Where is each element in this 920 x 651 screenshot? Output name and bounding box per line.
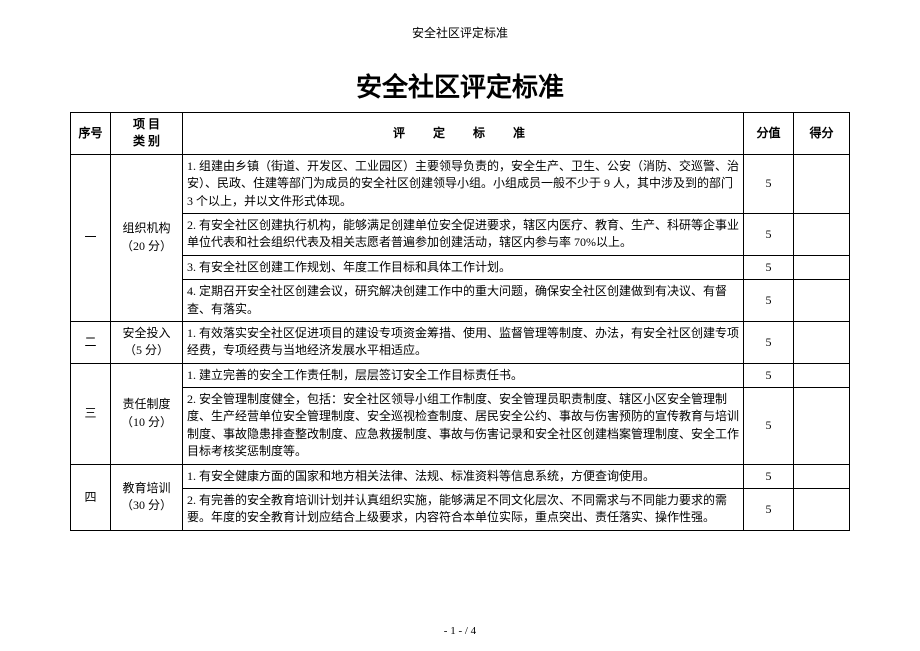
col-got-header: 得分 [794, 113, 850, 155]
evaluation-table: 序号 项 目 类 别 评 定 标 准 分值 得分 一组织机构（20 分）1. 组… [70, 112, 850, 531]
got-cell [794, 213, 850, 255]
score-cell: 5 [744, 363, 794, 387]
criteria-cell: 1. 建立完善的安全工作责任制，层层签订安全工作目标责任书。 [183, 363, 744, 387]
got-cell [794, 280, 850, 322]
criteria-cell: 1. 有效落实安全社区促进项目的建设专项资金筹措、使用、监督管理等制度、办法，有… [183, 321, 744, 363]
score-cell: 5 [744, 280, 794, 322]
score-cell: 5 [744, 213, 794, 255]
criteria-cell: 2. 安全管理制度健全，包括：安全社区领导小组工作制度、安全管理员职责制度、辖区… [183, 388, 744, 465]
table-row: 一组织机构（20 分）1. 组建由乡镇（街道、开发区、工业园区）主要领导负责的，… [71, 154, 850, 213]
score-cell: 5 [744, 321, 794, 363]
criteria-cell: 2. 有完善的安全教育培训计划并认真组织实施，能够满足不同文化层次、不同需求与不… [183, 489, 744, 531]
got-cell [794, 388, 850, 465]
table-row: 三责任制度（10 分）1. 建立完善的安全工作责任制，层层签订安全工作目标责任书… [71, 363, 850, 387]
seq-cell: 一 [71, 154, 111, 321]
score-cell: 5 [744, 464, 794, 488]
seq-cell: 四 [71, 464, 111, 530]
page-title: 安全社区评定标准 [70, 67, 850, 104]
seq-cell: 三 [71, 363, 111, 464]
table-row: 四教育培训（30 分）1. 有安全健康方面的国家和地方相关法律、法规、标准资料等… [71, 464, 850, 488]
got-cell [794, 255, 850, 279]
col-score-header: 分值 [744, 113, 794, 155]
criteria-cell: 2. 有安全社区创建执行机构，能够满足创建单位安全促进要求，辖区内医疗、教育、生… [183, 213, 744, 255]
score-cell: 5 [744, 489, 794, 531]
page-small-header: 安全社区评定标准 [70, 24, 850, 41]
score-cell: 5 [744, 154, 794, 213]
score-cell: 5 [744, 255, 794, 279]
table-row: 2. 有安全社区创建执行机构，能够满足创建单位安全促进要求，辖区内医疗、教育、生… [71, 213, 850, 255]
table-row: 2. 安全管理制度健全，包括：安全社区领导小组工作制度、安全管理员职责制度、辖区… [71, 388, 850, 465]
got-cell [794, 363, 850, 387]
col-seq-header: 序号 [71, 113, 111, 155]
table-row: 二安全投入（5 分）1. 有效落实安全社区促进项目的建设专项资金筹措、使用、监督… [71, 321, 850, 363]
table-row: 4. 定期召开安全社区创建会议，研究解决创建工作中的重大问题，确保安全社区创建做… [71, 280, 850, 322]
category-cell: 教育培训（30 分） [111, 464, 183, 530]
criteria-cell: 3. 有安全社区创建工作规划、年度工作目标和具体工作计划。 [183, 255, 744, 279]
seq-cell: 二 [71, 321, 111, 363]
page-footer: - 1 - / 4 [0, 625, 920, 637]
table-row: 2. 有完善的安全教育培训计划并认真组织实施，能够满足不同文化层次、不同需求与不… [71, 489, 850, 531]
criteria-cell: 4. 定期召开安全社区创建会议，研究解决创建工作中的重大问题，确保安全社区创建做… [183, 280, 744, 322]
got-cell [794, 489, 850, 531]
category-cell: 安全投入（5 分） [111, 321, 183, 363]
got-cell [794, 321, 850, 363]
table-row: 3. 有安全社区创建工作规划、年度工作目标和具体工作计划。5 [71, 255, 850, 279]
criteria-cell: 1. 有安全健康方面的国家和地方相关法律、法规、标准资料等信息系统，方便查询使用… [183, 464, 744, 488]
category-cell: 责任制度（10 分） [111, 363, 183, 464]
got-cell [794, 464, 850, 488]
table-header-row: 序号 项 目 类 别 评 定 标 准 分值 得分 [71, 113, 850, 155]
score-cell: 5 [744, 388, 794, 465]
col-category-header: 项 目 类 别 [111, 113, 183, 155]
got-cell [794, 154, 850, 213]
criteria-cell: 1. 组建由乡镇（街道、开发区、工业园区）主要领导负责的，安全生产、卫生、公安（… [183, 154, 744, 213]
category-cell: 组织机构（20 分） [111, 154, 183, 321]
col-criteria-header: 评 定 标 准 [183, 113, 744, 155]
